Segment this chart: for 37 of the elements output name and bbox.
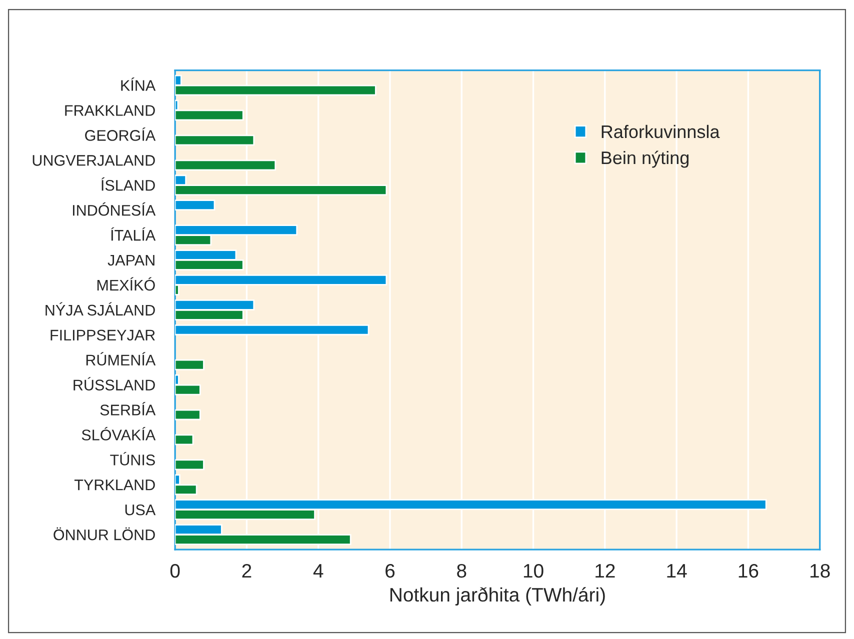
bar bbox=[175, 409, 201, 420]
legend-label: Raforkuvinnsla bbox=[602, 124, 720, 138]
bar bbox=[175, 359, 204, 370]
y-tick-label: ÍTALÍA bbox=[111, 227, 156, 241]
y-tick-label: ÖNNUR LÖND bbox=[54, 527, 155, 540]
y-tick-label: GEORGÍA bbox=[85, 127, 156, 141]
y-tick-label: FRAKKLAND bbox=[65, 105, 155, 116]
y-tick-label: NÝJA SJÁLAND bbox=[46, 302, 155, 316]
y-tick-label: KÍNA bbox=[121, 78, 156, 91]
x-tick-label: 8 bbox=[457, 564, 466, 578]
y-tick-label: SLÓVAKÍA bbox=[82, 427, 156, 440]
y-tick-label: SERBÍA bbox=[100, 402, 156, 416]
legend-label: Bein nýting bbox=[602, 150, 689, 168]
x-tick-label: 2 bbox=[242, 564, 252, 578]
x-tick-label: 18 bbox=[810, 564, 830, 578]
bar bbox=[175, 200, 216, 211]
y-tick-label: RÚMENÍA bbox=[86, 352, 156, 366]
x-axis-title: Notkun jarðhita (TWh/ári) bbox=[390, 587, 605, 606]
y-tick-label: TYRKLAND bbox=[74, 480, 155, 490]
x-tick-label: 10 bbox=[524, 564, 544, 578]
x-tick-label: 6 bbox=[386, 564, 395, 578]
y-tick-label: TÚNIS bbox=[110, 452, 155, 466]
y-tick-label: FILIPPSEYJAR bbox=[50, 330, 155, 341]
bar bbox=[175, 459, 204, 470]
x-tick-label: 16 bbox=[738, 564, 758, 578]
y-tick-label: USA bbox=[125, 504, 156, 516]
x-tick-label: 0 bbox=[170, 564, 180, 578]
y-tick-label: MEXÍKÓ bbox=[97, 277, 155, 291]
x-tick-label: 12 bbox=[596, 564, 615, 578]
y-tick-label: UNGVERJALAND bbox=[32, 155, 155, 166]
y-tick-label: JAPAN bbox=[108, 255, 154, 266]
x-tick-label: 4 bbox=[313, 564, 324, 578]
y-tick-label: ÍSLAND bbox=[101, 177, 155, 191]
x-tick-label: 14 bbox=[667, 564, 687, 578]
y-tick-label: INDÓNESÍA bbox=[72, 202, 156, 216]
bar bbox=[175, 434, 194, 446]
y-tick-label: RÚSSLAND bbox=[74, 377, 155, 390]
